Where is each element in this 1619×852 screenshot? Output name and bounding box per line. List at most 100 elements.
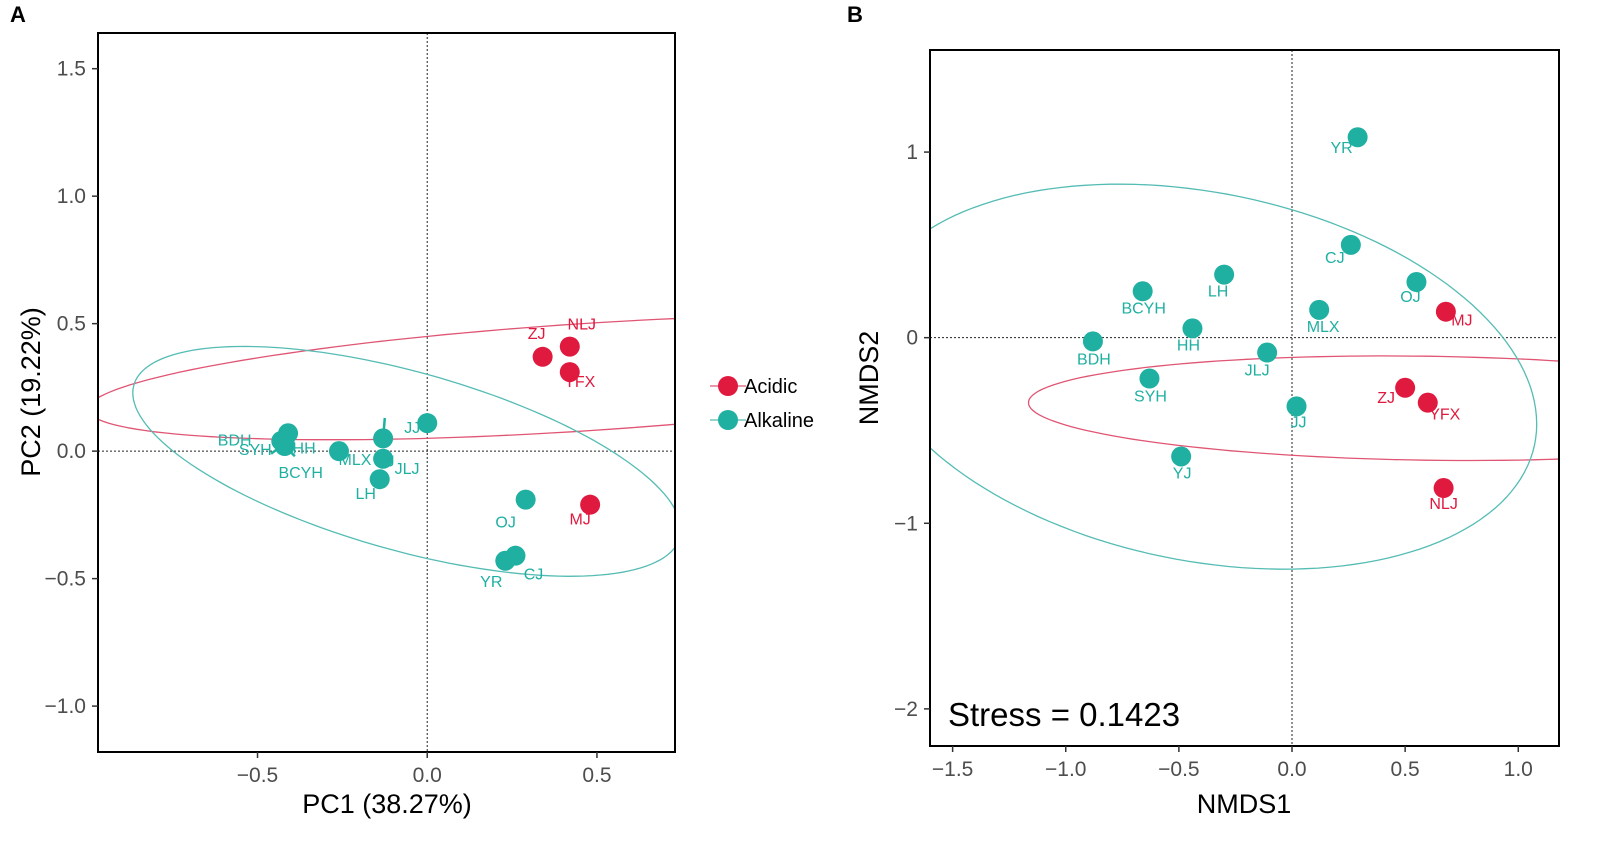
panel-a-pca-plot: ZJNLJYFXMJSYHHHBDHBCYHMLXYJJJJLJLHOJCJYR… — [10, 2, 676, 819]
x-tick-label: −0.5 — [1158, 758, 1199, 781]
series-acidic: MJ ZJ YFX NLJ — [1377, 301, 1473, 513]
x-axis-label: NMDS1 — [1197, 789, 1292, 819]
data-point — [1082, 331, 1103, 352]
point-label: LH — [1208, 284, 1228, 301]
point-label: JJ — [404, 420, 420, 437]
panel-b-nmds-plot: MJ ZJ YFX NLJ YR CJ OJ MLX LH BCYH HH BDH JLJ SYH JJ YJ… — [847, 2, 1560, 819]
data-point — [373, 448, 394, 469]
x-tick-label: 0.5 — [582, 764, 611, 787]
point-label: BDH — [1077, 351, 1111, 368]
ellipse-acidic — [98, 317, 675, 441]
data-point — [369, 469, 390, 490]
point-label: YFX — [564, 374, 595, 391]
point-label: BDH — [218, 432, 252, 449]
data-point — [559, 362, 580, 383]
panel-label: A — [10, 2, 26, 27]
point-label: JLJ — [395, 461, 420, 478]
y-tick-label: −1 — [894, 512, 918, 535]
confidence-ellipses — [930, 183, 1559, 570]
data-point — [274, 436, 295, 457]
point-label: MLX — [339, 452, 372, 469]
legend-label: Acidic — [744, 376, 797, 398]
point-label: SYH — [239, 442, 272, 459]
point-label: JLJ — [1245, 363, 1270, 380]
point-label: SYH — [1134, 389, 1167, 406]
point-label: YJ — [1173, 465, 1192, 482]
data-point — [1257, 342, 1278, 363]
point-label: HH — [1177, 337, 1200, 354]
data-point — [373, 428, 394, 449]
data-point — [1417, 392, 1438, 413]
data-point — [1406, 272, 1427, 292]
data-point — [1347, 127, 1368, 148]
x-axis-label: PC1 (38.27%) — [302, 789, 472, 819]
panel-label: B — [847, 2, 863, 27]
y-tick-label: −2 — [894, 698, 918, 721]
point-label: CJ — [524, 567, 544, 584]
y-tick-label: −1.0 — [45, 695, 86, 718]
x-tick-label: 0.0 — [413, 764, 442, 787]
ellipse-alkaline — [132, 345, 675, 577]
series-alkaline: YR CJ OJ MLX LH BCYH HH BDH JLJ SYH JJ YJ — [1077, 127, 1427, 482]
y-tick-label: 1 — [906, 141, 918, 164]
data-point — [1139, 368, 1160, 389]
point-label: NLJ — [1429, 496, 1457, 513]
y-axis-label: PC2 (19.22%) — [16, 307, 46, 477]
data-point — [1182, 318, 1203, 339]
point-label: MLX — [1307, 319, 1340, 336]
legend-key-point — [718, 410, 738, 430]
ellipse-acidic — [1027, 355, 1559, 462]
x-tick-label: 0.0 — [1277, 758, 1306, 781]
point-label: YR — [480, 574, 502, 591]
data-point — [328, 441, 349, 462]
stress-annotation: Stress = 0.1423 — [948, 696, 1180, 733]
y-tick-label: 1.5 — [57, 58, 86, 81]
data-point — [495, 550, 516, 571]
data-point — [515, 489, 536, 510]
point-label: HH — [293, 440, 316, 457]
data-point — [1395, 377, 1416, 398]
x-tick-label: 0.5 — [1391, 758, 1420, 781]
series-acidic: ZJ NLJ YFX MJ — [528, 317, 601, 529]
point-label: MJ — [1451, 313, 1472, 330]
point-label: BCYH — [1121, 300, 1165, 317]
data-point — [1433, 478, 1454, 499]
x-tick-label: 1.0 — [1504, 758, 1533, 781]
confidence-ellipses — [98, 317, 675, 577]
y-tick-label: 0.5 — [57, 313, 86, 336]
data-point — [417, 413, 438, 434]
data-point — [1340, 234, 1361, 255]
point-label: OJ — [495, 515, 515, 532]
point-label: NLJ — [568, 317, 596, 334]
plot-frame — [929, 49, 1560, 747]
point-label: YFX — [1429, 407, 1460, 424]
legend-label: Alkaline — [744, 410, 814, 432]
legend-key-point — [718, 376, 738, 396]
point-label: JJ — [1291, 414, 1307, 431]
x-tick-label: −1.0 — [1045, 758, 1086, 781]
data-point — [559, 336, 580, 357]
plot-frame — [97, 32, 676, 753]
data-point — [1171, 446, 1192, 467]
legend: Acidic Alkaline — [710, 376, 814, 432]
point-label: BCYH — [278, 465, 322, 482]
data-point — [580, 494, 601, 515]
y-tick-label: 0 — [906, 327, 918, 350]
series-alkaline: SYHHHBDHBCYHMLXYJJJJLJLHOJCJYR — [218, 413, 543, 591]
point-label: ZJ — [1377, 390, 1395, 407]
data-point — [1132, 281, 1153, 302]
y-tick-label: 0.0 — [57, 440, 86, 463]
point-label: ZJ — [528, 326, 546, 343]
y-axis-label: NMDS2 — [854, 331, 884, 426]
point-label: LH — [355, 486, 375, 503]
x-tick-label: −1.5 — [932, 758, 973, 781]
point-label: OJ — [1400, 289, 1420, 306]
ellipse-alkaline — [930, 183, 1538, 570]
data-point — [1286, 396, 1307, 417]
x-tick-label: −0.5 — [237, 764, 278, 787]
point-label: CJ — [1325, 250, 1345, 267]
point-label: YR — [1331, 140, 1353, 157]
y-tick-label: 1.0 — [57, 185, 86, 208]
data-point — [1214, 264, 1235, 285]
